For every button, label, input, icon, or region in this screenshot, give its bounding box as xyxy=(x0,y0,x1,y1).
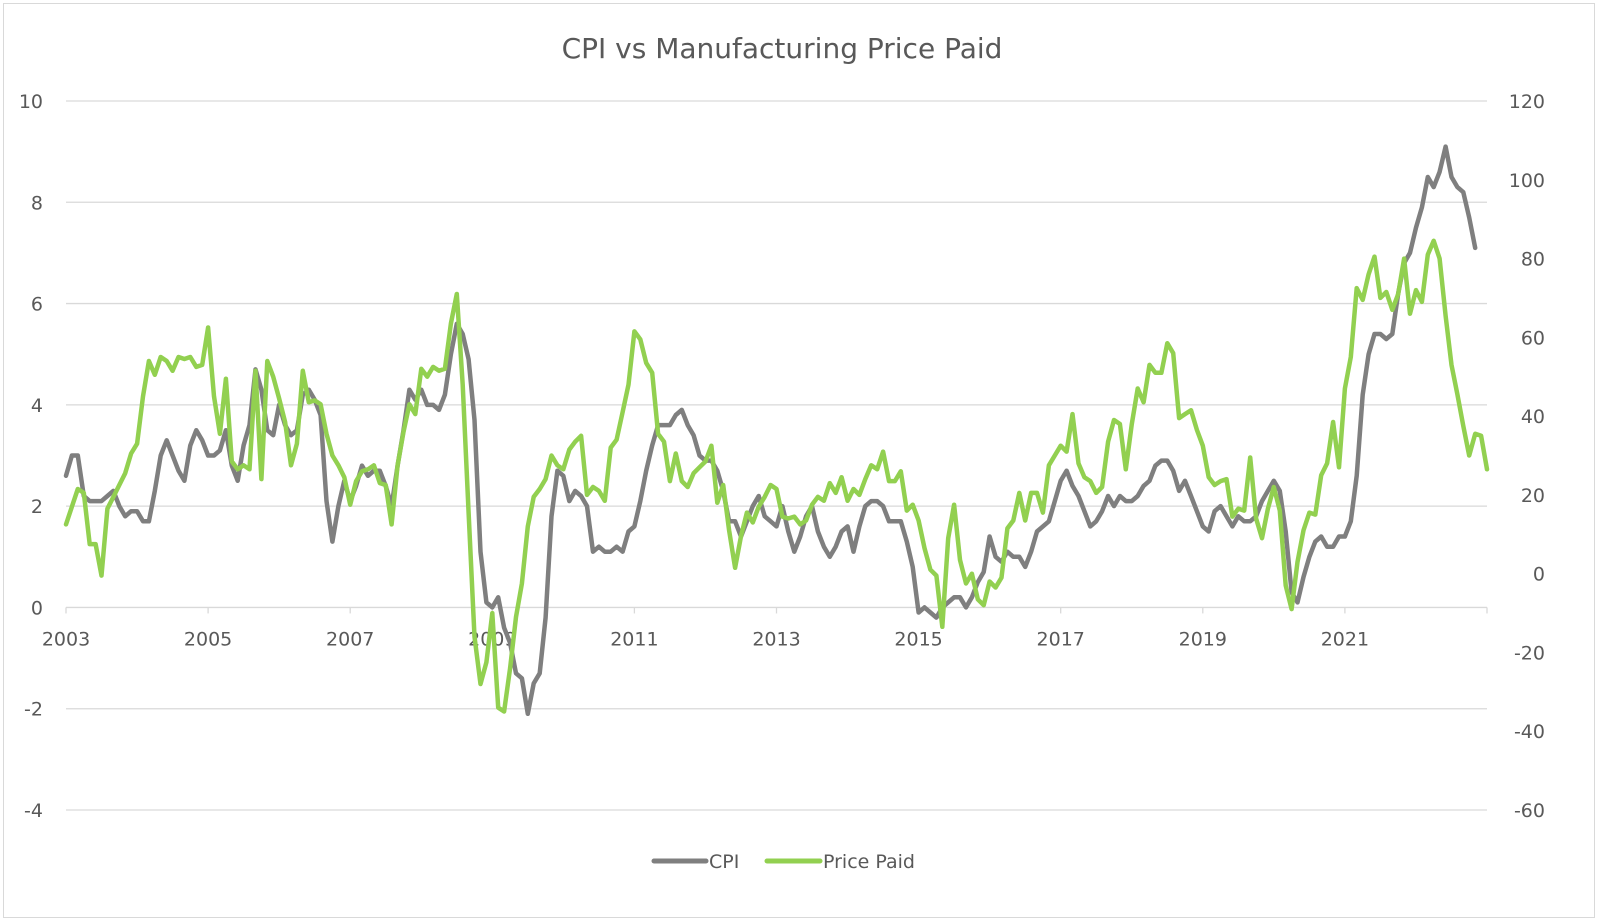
y-left-tick-label: 4 xyxy=(31,395,43,417)
x-tick-label: 2003 xyxy=(42,628,90,650)
chart-title: CPI vs Manufacturing Price Paid xyxy=(562,32,1003,65)
y-left-tick-label: 6 xyxy=(31,294,43,316)
legend-label-cpi: CPI xyxy=(709,851,739,873)
legend-label-price-paid: Price Paid xyxy=(823,851,915,873)
x-tick-label: 2019 xyxy=(1179,628,1227,650)
series-line-price-paid xyxy=(63,238,1490,714)
y-axis-right: 120 100 80 60 40 20 0 -20 -40 -60 xyxy=(1509,91,1545,822)
x-tick-label: 2007 xyxy=(326,628,374,650)
y-right-tick-label: 100 xyxy=(1509,170,1545,192)
series-layer xyxy=(63,144,1490,717)
y-left-tick-label: 0 xyxy=(31,597,43,619)
y-right-tick-label: 20 xyxy=(1521,485,1545,507)
gridlines xyxy=(66,100,1487,811)
y-left-tick-label: 10 xyxy=(19,91,43,113)
y-right-tick-label: -20 xyxy=(1514,642,1545,664)
x-tick-label: 2005 xyxy=(184,628,232,650)
y-left-tick-label: 8 xyxy=(31,192,43,214)
x-tick-label: 2011 xyxy=(610,628,658,650)
x-tick-label: 2013 xyxy=(752,628,800,650)
x-tick-label: 2021 xyxy=(1321,628,1369,650)
y-right-tick-label: -60 xyxy=(1514,800,1545,822)
x-axis: 2003 2005 2007 2009 2011 2013 2015 2017 2019 2021 xyxy=(42,606,1488,650)
y-right-tick-label: 40 xyxy=(1521,406,1545,428)
y-axis-left: 10 8 6 4 2 0 -2 -4 xyxy=(19,91,43,822)
y-left-tick-label: 2 xyxy=(31,496,43,518)
y-right-tick-label: -40 xyxy=(1514,721,1545,743)
y-left-tick-label: -4 xyxy=(24,800,43,822)
legend: CPI Price Paid xyxy=(651,851,915,873)
y-right-tick-label: 80 xyxy=(1521,249,1545,271)
x-tick-label: 2015 xyxy=(894,628,942,650)
y-right-tick-label: 0 xyxy=(1533,564,1545,586)
y-right-tick-label: 60 xyxy=(1521,327,1545,349)
y-right-tick-label: 120 xyxy=(1509,91,1545,113)
y-left-tick-label: -2 xyxy=(24,699,43,721)
x-tick-label: 2017 xyxy=(1037,628,1085,650)
